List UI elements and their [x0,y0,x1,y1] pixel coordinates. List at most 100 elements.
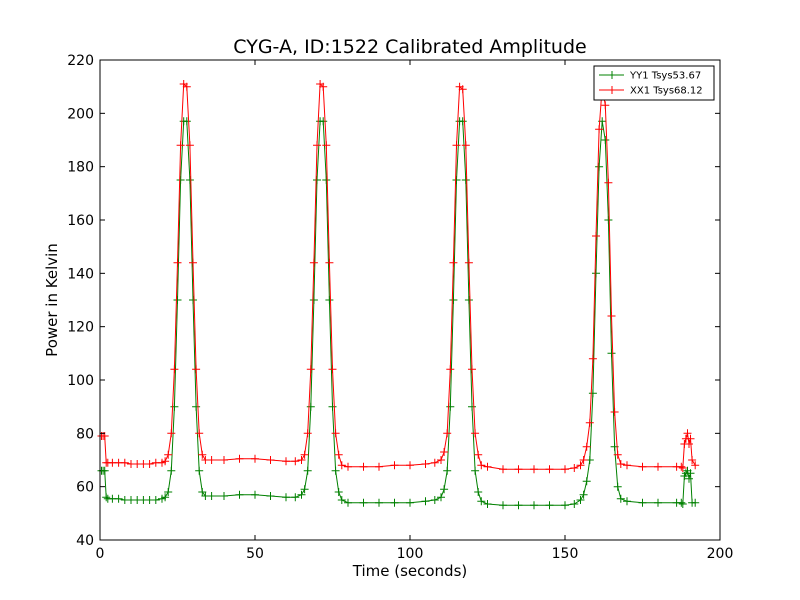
x-tick-label: 100 [397,546,424,562]
data-point [328,402,337,411]
data-point [192,365,201,374]
data-point [530,465,538,474]
data-point [514,465,523,474]
data-point [220,492,228,500]
data-point [192,402,201,411]
data-point [170,402,179,411]
data-point [437,456,445,464]
data-point [195,429,204,438]
data-point [685,440,693,448]
data-point [151,496,160,504]
data-point [483,500,492,508]
data-point [468,365,476,374]
x-tick-label: 50 [246,546,264,562]
data-point [683,429,692,438]
data-point [499,465,507,474]
data-point [300,485,309,494]
data-point [458,85,467,94]
data-point [595,125,604,134]
data-point [195,466,204,475]
data-point [477,461,486,470]
x-tick-label: 150 [552,546,579,562]
y-tick-label: 60 [76,480,94,496]
legend-box [593,65,715,101]
data-point [477,497,486,506]
data-point [300,450,309,459]
data-point [440,485,449,494]
chart-title: CYG-A, ID:1522 Calibrated Amplitude [233,36,586,58]
data-point [514,501,523,510]
series-0 [97,117,700,510]
data-point [677,498,686,507]
data-point [421,497,430,506]
data-point [344,498,352,507]
data-point [406,498,414,507]
data-point [592,269,600,278]
data-point [331,466,340,475]
data-point [145,460,154,468]
data-point [686,469,695,478]
data-point [430,496,439,504]
legend-marker [608,71,616,79]
data-point [309,258,318,267]
data-point [167,429,176,438]
data-point [251,490,259,499]
data-point [173,258,182,267]
data-point [114,494,123,503]
data-point [282,457,290,466]
data-point [430,458,439,467]
data-point [170,365,179,374]
data-point [297,456,306,464]
data-point [638,498,647,507]
data-point [207,456,216,464]
series-line [101,82,696,470]
data-point [461,141,470,150]
data-point [334,488,343,496]
x-tick-label: 200 [707,546,734,562]
data-point [161,493,170,502]
data-point [461,176,470,184]
y-tick-label: 80 [76,426,94,442]
data-point [452,176,461,184]
data-point [616,460,625,468]
data-point [185,176,194,184]
data-point [604,178,613,187]
y-tick-label: 180 [67,160,94,176]
data-point [390,498,399,507]
data-point [601,136,610,144]
data-point [390,461,399,470]
data-point [561,501,569,510]
data-point [588,354,597,363]
data-point [291,493,300,502]
data-point [654,462,662,471]
data-point [561,465,569,474]
y-tick-label: 100 [67,373,94,389]
data-point [167,466,176,475]
data-point [474,450,483,459]
data-point [607,349,616,358]
data-point [120,458,129,467]
data-point [325,258,334,267]
data-point [545,465,554,474]
y-tick-label: 120 [67,320,94,336]
data-point [601,101,610,110]
data-point [176,176,185,184]
data-point [570,500,579,508]
series-1 [97,80,700,474]
data-point [235,454,244,463]
data-point [623,461,631,470]
y-tick-label: 200 [67,106,94,122]
data-point [313,176,321,184]
data-point [595,162,604,171]
data-point [331,429,340,438]
data-point [623,497,631,506]
data-point [319,117,328,126]
legend-label: XX1 Tsys68.12 [630,86,703,97]
y-tick-label: 140 [67,266,94,282]
data-point [251,454,259,463]
data-point [322,176,331,184]
series-line [101,120,696,506]
x-axis-label: Time (seconds) [352,562,468,580]
data-point [685,474,693,483]
data-point [499,501,507,510]
